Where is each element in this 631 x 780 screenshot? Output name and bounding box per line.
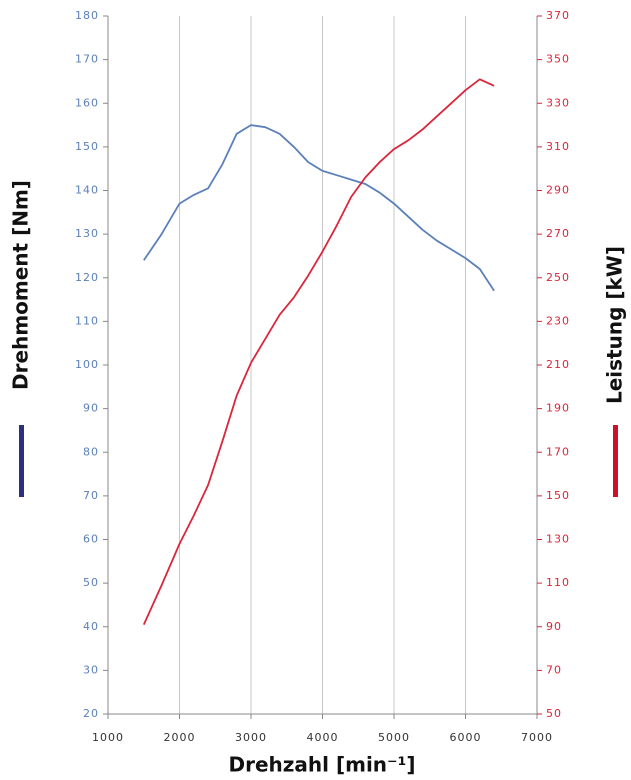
y-axis-label: Drehmoment [Nm] [9,180,33,390]
legend-swatch [613,425,618,497]
x-tick-label: 4000 [307,731,339,744]
y-tick-label: 70 [83,489,99,502]
y2-tick-label: 230 [546,314,570,327]
y-tick-label: 30 [83,663,99,676]
y2-tick-label: 270 [546,227,570,240]
y2-tick-label: 370 [546,9,570,22]
series-line [142,78,495,625]
y-tick-label: 40 [83,620,99,633]
y2-tick-label: 170 [546,445,570,458]
x-axis-label: Drehzahl [min⁻¹] [229,753,416,777]
y-tick-label: 120 [75,271,99,284]
y2-tick-label: 290 [546,184,570,197]
y2-tick-label: 250 [546,271,570,284]
y-tick-label: 110 [75,314,99,327]
series-line [143,124,495,292]
y2-tick-label: 310 [546,140,570,153]
x-tick-label: 6000 [450,731,482,744]
y-tick-label: 100 [75,358,99,371]
y2-tick-label: 330 [546,96,570,109]
x-tick-label: 7000 [521,731,553,744]
y-tick-label: 180 [75,9,99,22]
y2-tick-label: 190 [546,402,570,415]
x-tick-label: 3000 [235,731,267,744]
y2-axis-label: Leistung [kW] [603,246,627,404]
legend-swatch [19,425,24,497]
y-tick-label: 160 [75,96,99,109]
y2-tick-label: 50 [546,707,562,720]
y2-tick-label: 70 [546,663,562,676]
y-tick-label: 150 [75,140,99,153]
y-tick-label: 140 [75,184,99,197]
y-tick-label: 130 [75,227,99,240]
y-tick-label: 90 [83,402,99,415]
y-tick-label: 170 [75,53,99,66]
y2-tick-label: 90 [546,620,562,633]
y2-tick-label: 150 [546,489,570,502]
y-tick-label: 60 [83,533,99,546]
x-tick-label: 1000 [92,731,124,744]
y2-tick-label: 110 [546,576,570,589]
x-tick-label: 5000 [378,731,410,744]
y2-tick-label: 350 [546,53,570,66]
y-tick-label: 50 [83,576,99,589]
x-tick-label: 2000 [164,731,196,744]
y-tick-label: 20 [83,707,99,720]
y2-tick-label: 210 [546,358,570,371]
y2-tick-label: 130 [546,533,570,546]
y-tick-label: 80 [83,445,99,458]
